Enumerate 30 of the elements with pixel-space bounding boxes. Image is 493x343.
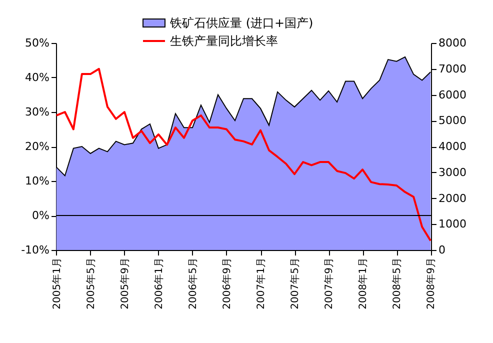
y-tick-label: 20% [25, 140, 50, 153]
x-tick-label: 2006年1月 [152, 258, 165, 310]
y2-tick-label: 2000 [438, 192, 466, 205]
x-tick-label: 2005年5月 [84, 258, 97, 310]
y2-tick-label: 6000 [438, 88, 466, 102]
y-tick-label: 50% [25, 36, 50, 50]
y2-tick-label: 1000 [438, 218, 466, 231]
y2-tick-label: 8000 [438, 36, 466, 50]
legend-label: 铁矿石供应量 (进口+国产) [169, 16, 314, 30]
y2-tick-label: 3000 [438, 166, 466, 179]
y2-tick-label: 4000 [438, 140, 466, 153]
y2-tick-label: 5000 [438, 114, 466, 128]
x-tick-label: 2008年5月 [391, 258, 404, 310]
y-tick-label: 30% [25, 106, 50, 118]
y2-tick-label: 7000 [438, 62, 466, 76]
y-tick-label: 0% [32, 209, 50, 222]
x-tick-label: 2007年5月 [289, 258, 302, 310]
x-tick-label: 2005年1月 [50, 258, 63, 310]
x-tick-label: 2006年9月 [220, 258, 233, 310]
x-tick-label: 2008年9月 [425, 258, 438, 310]
x-tick-label: 2005年9月 [118, 258, 131, 310]
x-tick-label: 2007年1月 [255, 258, 268, 310]
y-tick-label: 40% [25, 71, 50, 84]
x-tick-label: 2008年1月 [357, 258, 370, 310]
legend-label: 生铁产量同比增长率 [170, 34, 278, 48]
y2-tick-label: 0 [438, 244, 446, 256]
y-tick-label: 10% [25, 174, 50, 188]
x-tick-label: 2007年9月 [323, 258, 336, 310]
x-tick-label: 2006年5月 [186, 258, 199, 310]
y-tick-label: -10% [21, 244, 50, 256]
